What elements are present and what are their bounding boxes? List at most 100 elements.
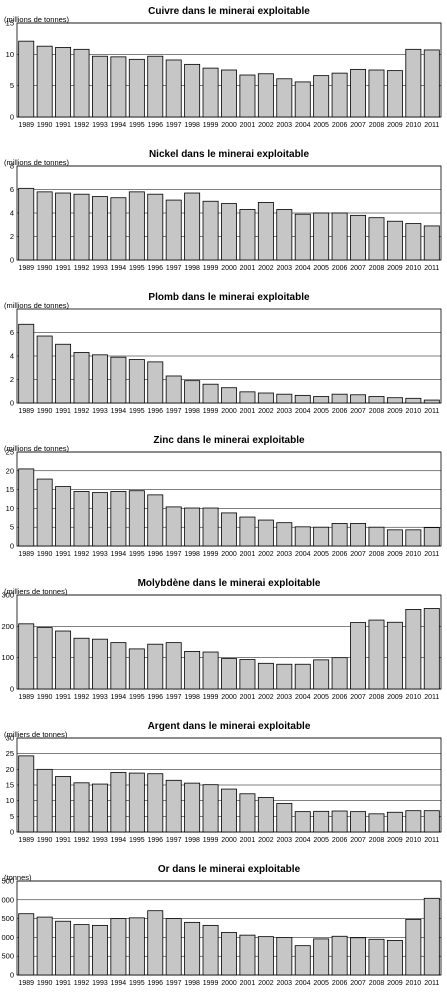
bar bbox=[386, 70, 403, 118]
y-tick-label: 5 bbox=[10, 523, 14, 532]
x-tick-label: 1990 bbox=[37, 265, 53, 272]
x-tick-label: 2008 bbox=[369, 265, 385, 272]
x-tick-label: 2000 bbox=[221, 694, 237, 701]
chart-panel: Molybdène dans le minerai exploitable (mi… bbox=[0, 572, 447, 715]
chart-panel: Or dans le minerai exploitable (tonnes) 0 5… bbox=[0, 858, 447, 1001]
bar bbox=[55, 47, 72, 118]
x-tick-label: 2000 bbox=[221, 265, 237, 272]
bar bbox=[386, 940, 403, 976]
x-tick-label: 2011 bbox=[424, 551, 439, 558]
y-tick-label: 300 bbox=[1, 591, 14, 600]
bar bbox=[257, 73, 274, 118]
x-tick-label: 1994 bbox=[111, 694, 127, 701]
x-tick-label: 1999 bbox=[203, 980, 219, 987]
y-tick-label: 0 bbox=[10, 685, 14, 694]
y-tick-label: 0 bbox=[10, 113, 14, 122]
x-tick-label: 1997 bbox=[166, 265, 182, 272]
x-tick-label: 1997 bbox=[166, 837, 182, 844]
x-tick-label: 2006 bbox=[332, 694, 348, 701]
bar bbox=[91, 638, 108, 690]
bar bbox=[313, 526, 330, 547]
x-tick-label: 2009 bbox=[387, 408, 403, 415]
bar bbox=[386, 811, 403, 833]
chart-title: Plomb dans le minerai exploitable bbox=[148, 292, 310, 303]
bar bbox=[386, 220, 403, 261]
x-tick-label: 2011 bbox=[424, 837, 439, 844]
x-tick-label: 2008 bbox=[369, 837, 385, 844]
bar-chart-svg: Nickel dans le minerai exploitable (milli… bbox=[4, 149, 442, 272]
x-tick-label: 1991 bbox=[55, 408, 71, 415]
x-tick-label: 1989 bbox=[18, 265, 34, 272]
x-tick-label: 1999 bbox=[203, 551, 219, 558]
bar bbox=[368, 69, 385, 118]
y-tick-label: 10 bbox=[6, 796, 14, 805]
bar bbox=[91, 196, 108, 261]
bar bbox=[368, 619, 385, 690]
bar bbox=[239, 74, 256, 118]
x-tick-label: 1998 bbox=[184, 122, 200, 129]
bar bbox=[350, 394, 367, 404]
bar bbox=[368, 526, 385, 547]
y-tick-label: 6 bbox=[10, 328, 14, 337]
bar bbox=[257, 797, 274, 833]
x-tick-label: 1995 bbox=[129, 694, 145, 701]
x-tick-label: 1992 bbox=[74, 837, 90, 844]
bar-chart-svg: Zinc dans le minerai exploitable (million… bbox=[4, 435, 442, 558]
bar bbox=[423, 225, 440, 261]
x-tick-label: 2008 bbox=[369, 551, 385, 558]
bar bbox=[368, 217, 385, 261]
bar bbox=[423, 527, 440, 547]
bar bbox=[18, 913, 35, 976]
x-tick-label: 2006 bbox=[332, 265, 348, 272]
y-unit-label: (millions de tonnes) bbox=[4, 444, 70, 453]
bar bbox=[18, 323, 35, 404]
x-tick-label: 2009 bbox=[387, 837, 403, 844]
x-tick-label: 2003 bbox=[277, 408, 293, 415]
x-tick-label: 1989 bbox=[18, 122, 34, 129]
x-tick-label: 2006 bbox=[332, 980, 348, 987]
x-tick-label: 2003 bbox=[277, 980, 293, 987]
x-tick-label: 1996 bbox=[147, 694, 163, 701]
y-tick-label: 200 bbox=[1, 622, 14, 631]
bar-chart-svg: Or dans le minerai exploitable (tonnes) 0 5… bbox=[0, 864, 442, 987]
bar bbox=[276, 803, 293, 833]
bar bbox=[331, 523, 348, 547]
bar bbox=[73, 193, 90, 261]
y-tick-label: 0 bbox=[10, 828, 14, 837]
x-tick-label: 1995 bbox=[129, 980, 145, 987]
bar bbox=[423, 810, 440, 833]
x-tick-label: 2011 bbox=[424, 408, 439, 415]
x-tick-label: 1993 bbox=[92, 837, 108, 844]
bar bbox=[423, 399, 440, 404]
x-tick-label: 2004 bbox=[295, 694, 311, 701]
bar bbox=[202, 200, 219, 261]
x-tick-label: 2006 bbox=[332, 122, 348, 129]
y-tick-label: 15 bbox=[6, 19, 14, 28]
bar bbox=[55, 192, 72, 261]
bar bbox=[55, 630, 72, 690]
y-tick-label: 2 500 bbox=[0, 877, 14, 886]
x-tick-label: 2002 bbox=[258, 694, 274, 701]
x-tick-label: 2001 bbox=[240, 408, 256, 415]
y-tick-label: 1 500 bbox=[0, 914, 14, 923]
bar bbox=[73, 352, 90, 404]
x-tick-label: 1996 bbox=[147, 408, 163, 415]
x-tick-label: 2010 bbox=[406, 408, 422, 415]
bar bbox=[331, 393, 348, 404]
bar bbox=[165, 375, 182, 404]
x-tick-label: 1990 bbox=[37, 551, 53, 558]
bar bbox=[257, 202, 274, 261]
bar bbox=[184, 782, 201, 833]
x-tick-label: 2010 bbox=[406, 122, 422, 129]
x-tick-label: 1991 bbox=[55, 122, 71, 129]
x-tick-label: 2001 bbox=[240, 122, 256, 129]
x-tick-label: 2011 bbox=[424, 122, 439, 129]
bar bbox=[331, 657, 348, 690]
bar bbox=[128, 359, 145, 404]
x-tick-label: 1996 bbox=[147, 551, 163, 558]
bar bbox=[202, 67, 219, 118]
bar bbox=[55, 776, 72, 833]
bar bbox=[331, 935, 348, 976]
x-tick-label: 1993 bbox=[92, 694, 108, 701]
